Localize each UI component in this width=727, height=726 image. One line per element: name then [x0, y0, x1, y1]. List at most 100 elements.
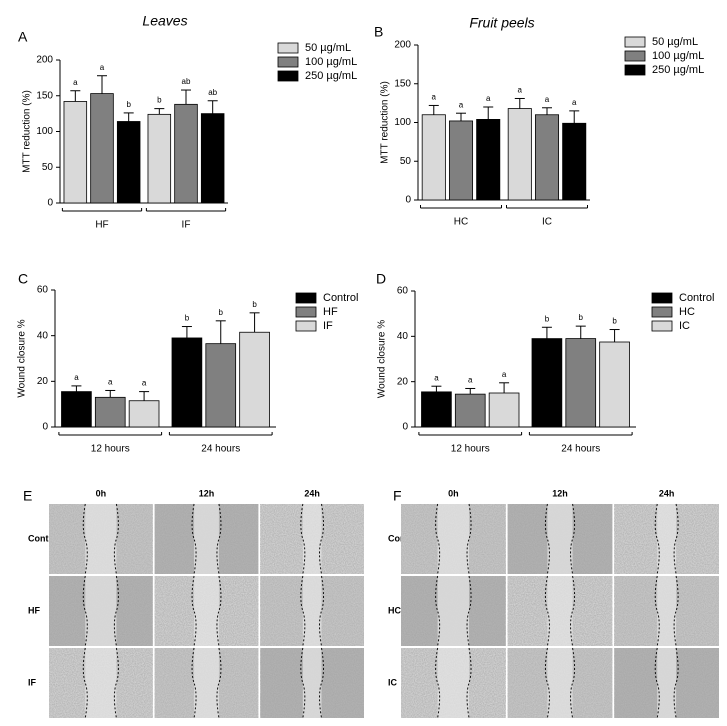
significance-label: b [252, 300, 257, 309]
wound-edge [300, 647, 306, 719]
wound-gap [302, 648, 322, 718]
wound-edge [654, 575, 660, 647]
significance-label: a [468, 376, 473, 385]
panel-letter: E [23, 488, 32, 504]
y-tick-label: 40 [37, 330, 49, 341]
legend-swatch [651, 320, 673, 332]
panel-letter: C [18, 271, 28, 287]
y-tick-label: 200 [36, 55, 53, 66]
wound-edge [216, 647, 222, 719]
significance-label: b [579, 313, 584, 322]
wound-edge [113, 647, 119, 719]
bar [476, 119, 501, 201]
legend-label: 100 µg/mL [305, 56, 357, 68]
wound-edge [82, 503, 88, 575]
y-axis-label: MTT reduction (%) [380, 81, 391, 164]
micrograph [401, 647, 506, 719]
wound-gap [85, 576, 117, 646]
wound-edge [435, 647, 441, 719]
bar [562, 122, 587, 201]
micrograph [154, 575, 259, 647]
legend-swatch [295, 292, 317, 304]
significance-label: a [73, 78, 78, 87]
row-label: IC [388, 677, 398, 687]
legend-swatch [624, 50, 646, 62]
micrograph [260, 575, 364, 647]
micrograph [507, 503, 613, 575]
micrograph [154, 503, 259, 575]
bar [174, 103, 198, 204]
row-label: IF [28, 677, 37, 687]
significance-label: a [142, 379, 147, 388]
column-label: 0h [96, 488, 107, 498]
legend-label: HF [323, 306, 338, 318]
wound-edge [191, 503, 197, 575]
row-label: Control [28, 533, 60, 543]
legend-label: Control [679, 292, 714, 304]
y-tick-label: 150 [36, 90, 53, 101]
y-tick-label: 0 [402, 422, 408, 433]
wound-edge [113, 503, 119, 575]
y-tick-label: 50 [400, 156, 412, 167]
wound-edge [570, 503, 576, 575]
bar [534, 114, 560, 201]
column-label: 24h [659, 488, 675, 498]
y-tick-label: 0 [42, 422, 48, 433]
bar [421, 114, 446, 201]
column-label: 0h [448, 488, 459, 498]
x-tick-label: HC [454, 217, 468, 228]
micrograph [260, 647, 364, 719]
significance-label: a [502, 370, 507, 379]
bar [94, 396, 126, 428]
y-tick-label: 40 [397, 331, 409, 342]
micrograph [507, 575, 613, 647]
significance-label: a [486, 94, 491, 103]
y-axis-label: Wound closure % [377, 320, 388, 398]
y-tick-label: 100 [36, 126, 53, 137]
x-tick-label: 12 hours [91, 444, 130, 455]
wound-edge [654, 647, 660, 719]
wound-gap [85, 504, 117, 574]
significance-label: a [74, 373, 79, 382]
x-tick-label: IF [182, 220, 191, 231]
y-tick-label: 0 [47, 198, 53, 209]
y-tick-label: 100 [394, 117, 411, 128]
column-label: 12h [199, 488, 215, 498]
wound-edge [318, 647, 324, 719]
micrograph [614, 647, 719, 719]
bar [599, 341, 630, 428]
bar [147, 113, 172, 204]
bar [448, 120, 474, 201]
bar [171, 337, 203, 428]
legend-swatch [295, 306, 317, 318]
significance-label: a [459, 100, 464, 109]
wound-edge [544, 503, 550, 575]
legend-label: HC [679, 306, 695, 318]
micrograph [260, 503, 364, 575]
wound-gap [194, 504, 219, 574]
bar [239, 331, 270, 428]
legend-label: IF [323, 320, 333, 332]
micrograph [154, 647, 259, 719]
y-axis-label: MTT reduction (%) [22, 90, 33, 173]
panel-letter: D [376, 271, 386, 287]
significance-label: a [100, 63, 105, 72]
micrograph [49, 647, 153, 719]
wound-edge [570, 575, 576, 647]
wound-edge [82, 575, 88, 647]
significance-label: b [185, 314, 190, 323]
y-tick-label: 60 [37, 285, 49, 296]
significance-label: b [612, 317, 617, 326]
bar [454, 393, 486, 428]
wound-edge [300, 575, 306, 647]
significance-label: b [219, 308, 224, 317]
micrograph [49, 503, 153, 575]
wound-edge [673, 647, 679, 719]
bar [63, 101, 88, 204]
bar [421, 391, 452, 428]
wound-gap [437, 648, 470, 718]
y-tick-label: 60 [397, 286, 409, 297]
wound-edge [318, 575, 324, 647]
wound-edge [113, 575, 119, 647]
x-tick-label: HF [95, 220, 108, 231]
